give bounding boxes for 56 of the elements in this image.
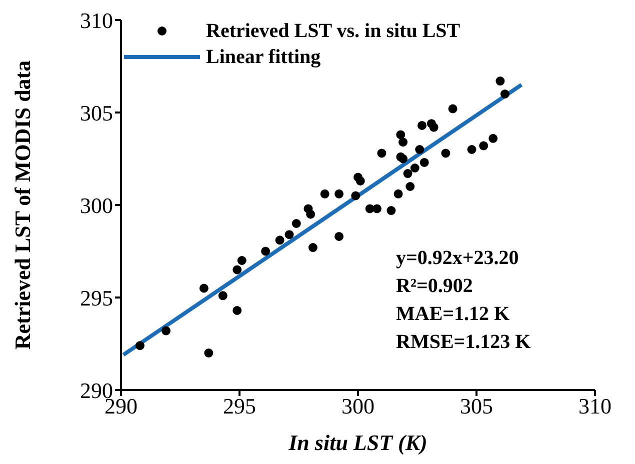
point	[237, 256, 246, 265]
point	[275, 236, 284, 245]
point	[429, 122, 438, 132]
point	[334, 189, 344, 198]
point	[398, 138, 408, 147]
point	[232, 265, 242, 274]
point	[415, 145, 424, 154]
point	[261, 246, 270, 256]
point	[356, 176, 365, 186]
point	[351, 191, 360, 200]
point	[448, 104, 458, 114]
y-tick-label: 300	[80, 192, 113, 218]
point	[372, 204, 382, 214]
point	[417, 120, 426, 130]
point	[410, 164, 420, 172]
point	[284, 230, 294, 240]
legend-label: Linear fitting	[206, 45, 321, 70]
point	[406, 182, 415, 191]
point	[135, 341, 144, 350]
point	[218, 291, 228, 300]
point	[232, 306, 242, 315]
point	[403, 169, 412, 178]
annotation: R²=0.902	[396, 274, 474, 299]
point	[488, 134, 498, 143]
point	[162, 326, 171, 336]
point	[334, 232, 344, 241]
point	[377, 148, 386, 158]
point	[396, 130, 406, 140]
y-tick-label: 295	[80, 285, 113, 310]
point	[479, 141, 488, 150]
legend-label: Retrieved LST vs. in situ LST	[206, 19, 460, 44]
point	[204, 348, 214, 358]
point	[467, 145, 476, 154]
annotation: MAE=1.12 K	[396, 302, 511, 327]
x-axis-title: In situ LST (K)	[288, 430, 428, 455]
point	[320, 189, 330, 198]
x-tick-label: 305	[460, 394, 493, 419]
y-tick-label: 305	[80, 100, 113, 126]
annotation: RMSE=1.123 K	[396, 330, 531, 355]
point	[500, 90, 510, 98]
x-tick-label: 310	[578, 394, 612, 419]
point	[306, 210, 316, 219]
y-axis-title: Retrieved LST of MODIS data	[10, 60, 35, 350]
point	[398, 154, 408, 164]
point	[394, 189, 403, 198]
point	[199, 284, 208, 293]
annotation: y=0.92x+23.20	[396, 246, 520, 271]
x-tick-label: 295	[223, 394, 256, 419]
x-tick-label: 300	[342, 394, 374, 419]
point	[308, 243, 318, 252]
y-tick-label: 310	[80, 8, 113, 33]
point	[420, 158, 429, 167]
point	[496, 76, 505, 86]
point	[441, 148, 450, 158]
point	[386, 206, 396, 216]
point	[292, 219, 301, 228]
